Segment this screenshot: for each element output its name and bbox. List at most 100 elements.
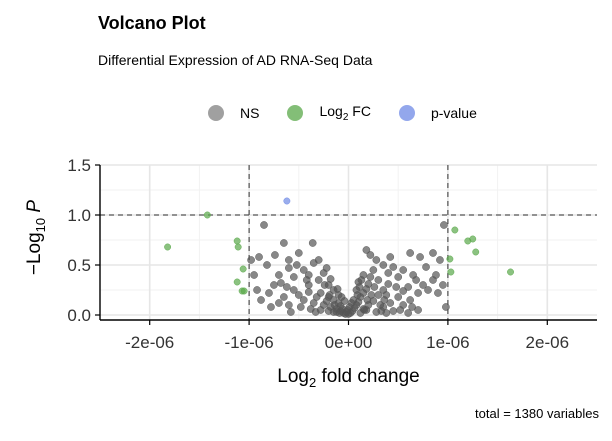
- point: [394, 273, 403, 281]
- legend-item-log2fc: Log2 FC: [287, 103, 388, 123]
- point: [250, 271, 258, 279]
- point: [379, 261, 388, 269]
- point: [283, 283, 291, 291]
- point: [367, 291, 376, 299]
- point: [285, 301, 293, 309]
- point: [270, 281, 278, 289]
- point: [239, 265, 247, 273]
- point: [412, 276, 420, 284]
- point: [404, 283, 412, 291]
- point: [353, 291, 362, 299]
- legend-item-pvalue: p-value: [398, 105, 477, 121]
- y-tick-label: 1.5: [67, 156, 91, 175]
- point: [396, 306, 405, 314]
- x-tick-label: -1e-06: [225, 333, 274, 352]
- x-tick-label: 0e+00: [325, 333, 373, 352]
- point: [312, 293, 321, 301]
- point: [304, 288, 313, 296]
- point: [255, 253, 263, 261]
- point: [380, 296, 389, 304]
- point: [280, 293, 288, 301]
- point: [333, 285, 342, 293]
- point: [406, 296, 414, 304]
- point: [233, 278, 241, 286]
- point: [280, 239, 288, 247]
- y-tick-label: 0.0: [67, 306, 91, 325]
- point: [292, 261, 301, 269]
- point: [277, 279, 285, 287]
- point: [404, 309, 412, 317]
- point: [275, 271, 283, 279]
- legend-dot-ns: [208, 105, 224, 121]
- point: [326, 275, 335, 283]
- legend-dot-log2fc: [287, 104, 304, 121]
- point: [263, 261, 271, 269]
- point: [283, 197, 291, 205]
- y-tick-label: 1.0: [67, 206, 91, 225]
- point: [382, 309, 391, 317]
- point: [247, 256, 255, 264]
- point: [357, 276, 366, 284]
- point: [469, 235, 477, 243]
- point: [289, 273, 298, 281]
- legend-label-ns: NS: [240, 105, 260, 121]
- legend-item-ns: NS: [208, 105, 277, 121]
- point: [330, 301, 339, 309]
- point: [472, 248, 480, 256]
- y-tick-label: 0.5: [67, 256, 91, 275]
- point: [347, 299, 356, 307]
- point: [299, 266, 308, 274]
- point: [296, 303, 305, 311]
- legend: NS Log2 FC p-value: [208, 102, 487, 124]
- point: [386, 253, 395, 261]
- point: [451, 226, 459, 234]
- point: [389, 307, 398, 315]
- point: [366, 273, 375, 281]
- chart-title: Volcano Plot: [98, 13, 206, 33]
- point: [384, 269, 393, 277]
- point: [289, 286, 298, 294]
- chart-subtitle: Differential Expression of AD RNA-Seq Da…: [98, 52, 373, 68]
- point: [389, 263, 398, 271]
- point: [392, 283, 401, 291]
- x-axis-label: Log2 fold change: [277, 366, 419, 390]
- point: [369, 266, 378, 274]
- point: [322, 264, 331, 272]
- point: [429, 249, 437, 257]
- point: [394, 293, 403, 301]
- point: [267, 303, 275, 311]
- point: [337, 293, 346, 301]
- point: [234, 243, 242, 251]
- point: [253, 286, 261, 294]
- point: [374, 276, 383, 284]
- point: [384, 280, 393, 288]
- point: [203, 211, 211, 219]
- point: [309, 259, 318, 267]
- point: [325, 291, 334, 299]
- point: [436, 256, 444, 264]
- point: [362, 246, 371, 254]
- point: [416, 253, 424, 261]
- point: [422, 263, 430, 271]
- legend-label-log2fc: Log2 FC: [319, 103, 371, 123]
- point: [414, 289, 422, 297]
- point: [314, 276, 323, 284]
- point: [432, 271, 440, 279]
- legend-dot-pvalue: [398, 105, 415, 121]
- point: [363, 296, 372, 304]
- point: [260, 221, 268, 229]
- point: [372, 256, 381, 264]
- point: [320, 281, 329, 289]
- point: [286, 308, 295, 316]
- point: [399, 287, 408, 295]
- point: [302, 276, 311, 284]
- x-tick-label: 2e-06: [526, 333, 569, 352]
- point: [294, 249, 303, 257]
- point: [440, 221, 448, 229]
- point: [439, 281, 447, 289]
- grid: [100, 164, 597, 320]
- point: [360, 306, 369, 314]
- point: [447, 268, 455, 276]
- point: [507, 268, 514, 276]
